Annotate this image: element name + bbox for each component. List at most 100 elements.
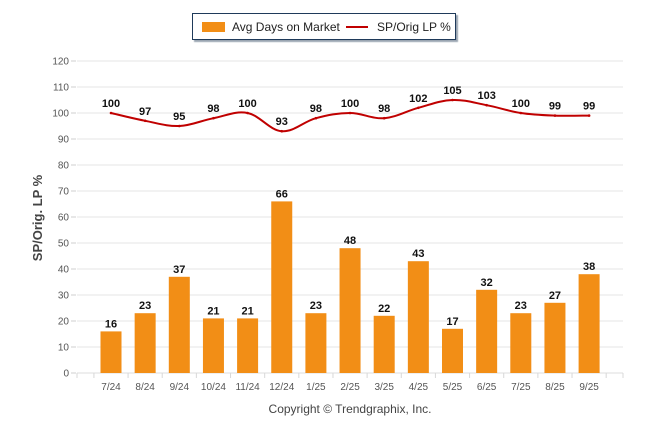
bar-data-label: 48 xyxy=(344,235,356,247)
bar-data-label: 23 xyxy=(310,300,322,312)
bar[interactable] xyxy=(442,328,463,373)
line-point[interactable] xyxy=(348,111,352,115)
line-point[interactable] xyxy=(246,111,249,115)
x-axis: 7/24 8/24 9/24 10/24 11/24 12/24 1/25 2/25 3/25 4… xyxy=(76,373,624,393)
line-data-label: 99 xyxy=(549,101,561,113)
y-tick-label: 0 xyxy=(63,369,69,380)
chart-legend: Avg Days on Market SP/Orig LP % xyxy=(192,13,456,40)
legend-label-sp-orig-lp: SP/Orig LP % xyxy=(377,19,451,34)
line-data-label: 102 xyxy=(409,93,427,105)
bar-data-label: 37 xyxy=(173,264,185,276)
bar-data-label: 21 xyxy=(241,305,253,317)
y-tick-label: 10 xyxy=(58,343,70,354)
bar[interactable] xyxy=(510,313,532,373)
x-tick-label: 8/24 xyxy=(135,382,155,393)
line-point[interactable] xyxy=(587,114,591,117)
bar[interactable] xyxy=(544,302,566,373)
x-tick-label: 7/24 xyxy=(101,382,121,393)
bar-data-label: 23 xyxy=(139,300,151,312)
x-tick-label: 5/25 xyxy=(443,382,463,393)
y-tick-label: 40 xyxy=(58,265,70,276)
data-labels: 16 23 37 21 21 66 23 48 22 43 17 32 23 27 38 100 97 95 98 1… xyxy=(102,85,595,330)
bar[interactable] xyxy=(373,315,395,373)
x-tick-label: 3/25 xyxy=(374,382,394,393)
line-data-label: 93 xyxy=(276,116,288,128)
line-data-label: 100 xyxy=(341,98,359,110)
legend-bar-swatch-icon xyxy=(202,21,225,32)
bar-data-label: 32 xyxy=(481,277,493,289)
bar[interactable] xyxy=(407,261,429,373)
bar[interactable] xyxy=(339,248,361,373)
line-point[interactable] xyxy=(553,114,557,117)
bar[interactable] xyxy=(476,289,498,373)
x-tick-label: 1/25 xyxy=(306,382,326,393)
line-data-label: 100 xyxy=(512,98,530,110)
y-axis-title: SP/Orig. LP % xyxy=(30,174,45,261)
line-point[interactable] xyxy=(212,116,215,120)
bar-data-label: 23 xyxy=(515,300,527,312)
y-tick-label: 60 xyxy=(58,213,70,224)
line-data-label: 105 xyxy=(443,85,461,97)
bar[interactable] xyxy=(134,313,156,373)
line-point[interactable] xyxy=(382,116,386,120)
bar-data-label: 27 xyxy=(549,290,561,302)
bar-data-label: 66 xyxy=(276,188,288,200)
bar[interactable] xyxy=(578,274,600,373)
legend-line-swatch-icon xyxy=(346,25,368,28)
bar[interactable] xyxy=(202,318,224,373)
bar-data-label: 21 xyxy=(207,305,219,317)
x-tick-label: 9/24 xyxy=(170,382,190,393)
bar-data-label: 43 xyxy=(412,248,424,260)
line-point[interactable] xyxy=(451,98,454,102)
line-point[interactable] xyxy=(519,111,523,115)
bar[interactable] xyxy=(168,276,190,373)
line-point[interactable] xyxy=(280,129,284,133)
legend-item-sp-orig-lp[interactable]: SP/Orig LP % xyxy=(346,14,451,39)
x-tick-label: 10/24 xyxy=(201,382,226,393)
x-tick-label: 9/25 xyxy=(579,382,599,393)
y-tick-label: 100 xyxy=(52,109,69,120)
legend-item-avg-days[interactable]: Avg Days on Market xyxy=(202,14,340,39)
line-point[interactable] xyxy=(314,116,318,120)
bar[interactable] xyxy=(271,201,293,373)
bar[interactable] xyxy=(237,318,259,373)
copyright-footer: Copyright © Trendgraphix, Inc. xyxy=(269,402,432,416)
bar-data-label: 22 xyxy=(378,303,390,315)
line-data-label: 100 xyxy=(102,98,120,110)
line-series-sp-orig-lp xyxy=(109,98,591,133)
bar-data-label: 17 xyxy=(446,316,458,328)
bar-data-label: 16 xyxy=(105,318,117,330)
x-tick-label: 12/24 xyxy=(269,382,294,393)
line-data-label: 103 xyxy=(477,90,495,102)
line-data-label: 100 xyxy=(238,98,256,110)
bar-data-label: 38 xyxy=(583,261,595,273)
x-tick-label: 7/25 xyxy=(511,382,531,393)
y-tick-label: 20 xyxy=(58,317,70,328)
line-point[interactable] xyxy=(178,124,181,128)
bar[interactable] xyxy=(100,331,122,373)
y-tick-label: 50 xyxy=(58,239,70,250)
x-tick-label: 4/25 xyxy=(409,382,429,393)
line-point[interactable] xyxy=(417,106,420,110)
line-data-label: 95 xyxy=(173,111,185,123)
y-tick-label: 120 xyxy=(52,57,69,68)
legend-label-avg-days: Avg Days on Market xyxy=(232,19,340,34)
line-point[interactable] xyxy=(109,111,113,115)
x-tick-label: 8/25 xyxy=(545,382,565,393)
y-axis-ticks: 0 10 20 30 40 50 60 70 80 90 100 110 120 xyxy=(52,57,76,380)
x-tick-label: 11/24 xyxy=(235,382,260,393)
line-point[interactable] xyxy=(485,103,488,107)
line-data-label: 97 xyxy=(139,106,151,118)
y-tick-label: 80 xyxy=(58,161,70,172)
y-tick-label: 110 xyxy=(53,83,69,94)
x-tick-label: 6/25 xyxy=(477,382,497,393)
y-tick-label: 70 xyxy=(58,187,70,198)
bar-series-avg-days xyxy=(100,201,600,373)
bar[interactable] xyxy=(305,313,327,373)
x-tick-label: 2/25 xyxy=(340,382,360,393)
line-data-label: 98 xyxy=(378,103,390,115)
line-data-label: 98 xyxy=(207,103,219,115)
line-point[interactable] xyxy=(143,119,147,123)
line-data-label: 99 xyxy=(583,101,595,113)
